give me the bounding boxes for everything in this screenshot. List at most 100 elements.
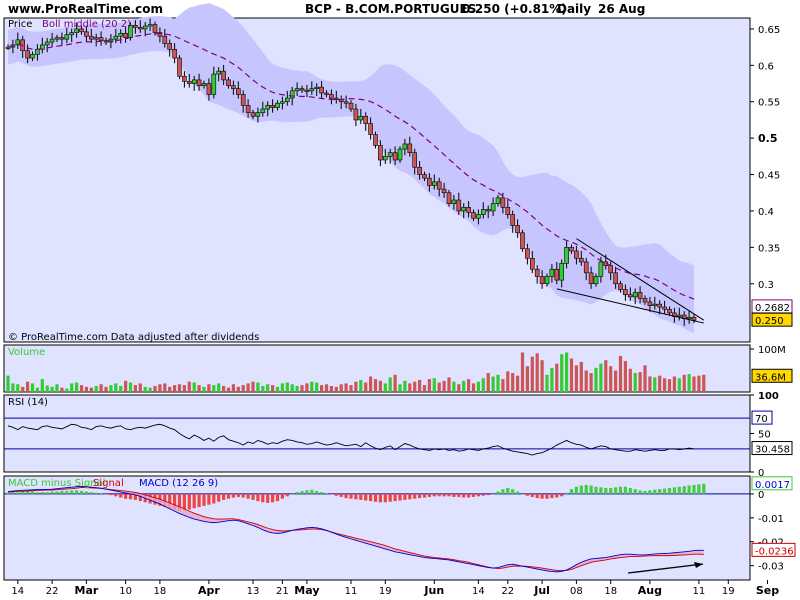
macd-hist-bar — [35, 492, 39, 494]
macd-hist-bar — [471, 493, 476, 497]
time-tick-label: 21 — [276, 586, 289, 597]
volume-bar — [555, 363, 559, 392]
volume-bar — [462, 380, 466, 392]
macd-hist-bar — [520, 493, 525, 495]
macd-hist-bar — [173, 493, 177, 510]
macd-hist-bar — [163, 493, 167, 508]
candle-body — [240, 94, 246, 106]
volume-bar — [413, 381, 417, 392]
candle-body — [309, 88, 315, 92]
candle-body — [118, 32, 123, 37]
macd-hist-bar — [202, 493, 206, 506]
candle-body — [324, 92, 329, 95]
candle-body — [265, 105, 271, 110]
candle-body — [691, 316, 697, 321]
candle-body — [510, 214, 516, 226]
candle-body — [593, 276, 599, 285]
macd-hist-bar — [359, 493, 363, 500]
macd-hist-bar — [388, 493, 392, 502]
macd-hist-bar — [94, 492, 98, 494]
volume-bar — [99, 384, 103, 392]
time-tick-label: 19 — [379, 586, 392, 597]
candle-body — [329, 94, 334, 99]
volume-bar — [437, 382, 441, 392]
volume-bar — [246, 383, 250, 392]
volume-bar — [290, 384, 294, 392]
candle-body — [123, 32, 128, 38]
macd-hist-bar — [462, 493, 466, 498]
last-price-value-box — [751, 312, 793, 327]
candle-body — [525, 248, 530, 259]
time-tick-label: 08 — [570, 586, 583, 597]
macd-hist-bar — [354, 493, 358, 500]
annotation-arrow-head — [694, 562, 703, 568]
candle-body — [363, 115, 369, 124]
candle-body — [618, 283, 623, 290]
volume-bar — [40, 379, 44, 392]
volume-bar — [114, 383, 118, 392]
macd-hist-bar — [344, 493, 348, 499]
volume-bar — [173, 385, 177, 392]
candle-body — [167, 43, 172, 50]
volume-bar — [486, 373, 490, 392]
macd-hist-bar — [687, 485, 691, 494]
macd-hist-bar — [584, 484, 588, 494]
macd-hist-bar — [569, 489, 574, 494]
candle-body — [515, 225, 520, 234]
macd-hist-bar — [65, 490, 69, 494]
macd-hist-bar — [432, 493, 436, 497]
volume-bar — [26, 381, 30, 392]
macd-hist-bar — [525, 493, 529, 496]
candle-body — [30, 54, 35, 59]
macd-hist-bar — [75, 490, 79, 494]
volume-bar — [481, 378, 485, 392]
candle-body — [49, 38, 55, 43]
candle-body — [559, 263, 565, 281]
time-tick-label: 10 — [119, 586, 132, 597]
macd-hist-bar — [403, 493, 407, 500]
time-tick-label: Jul — [533, 584, 550, 597]
instrument-title: BCP - B.COM.PORTUGUES — [305, 2, 477, 16]
candle-body — [637, 292, 643, 299]
candle-body — [69, 32, 74, 36]
macd-hist-bar — [638, 490, 642, 494]
candle-body — [554, 268, 560, 281]
macd-hist-bar — [481, 493, 485, 496]
macd-hist-bar — [114, 493, 118, 497]
volume-bar — [305, 383, 309, 392]
candle-body — [35, 49, 40, 55]
volume-bar — [143, 386, 147, 392]
macd-hist-bar — [422, 493, 427, 498]
macd-hist-bar — [594, 486, 598, 494]
candle-body — [191, 79, 197, 84]
macd-line — [7, 485, 704, 573]
candle-body — [480, 209, 486, 215]
candle-body — [627, 294, 633, 298]
volume-bar — [226, 387, 231, 392]
macd-hist-bar — [628, 487, 632, 494]
signal-line — [7, 487, 704, 571]
candle-body — [74, 28, 79, 33]
price-tick-label: 0.65 — [758, 25, 780, 36]
candle-body — [182, 75, 187, 82]
macd-hist-bar — [55, 491, 59, 494]
volume-bar — [212, 385, 216, 392]
candle-body — [529, 257, 535, 270]
candle-body — [544, 276, 550, 285]
annotation-arrow-shaft — [627, 563, 704, 574]
candle-body — [378, 145, 383, 161]
volume-bar — [476, 381, 480, 392]
candle-body — [476, 214, 481, 219]
boll-middle-value: 0.2682 — [755, 303, 790, 314]
macd-hist-bar — [30, 491, 35, 494]
volume-bar — [687, 373, 691, 392]
volume-bar — [545, 374, 549, 392]
candle-body — [431, 181, 437, 186]
macd-hist-bar — [496, 491, 500, 494]
candle-body — [686, 316, 692, 320]
macd-hist-bar — [6, 492, 10, 494]
volume-bar — [388, 377, 392, 392]
macd-hist-bar — [222, 493, 226, 500]
volume-bar — [315, 382, 319, 392]
